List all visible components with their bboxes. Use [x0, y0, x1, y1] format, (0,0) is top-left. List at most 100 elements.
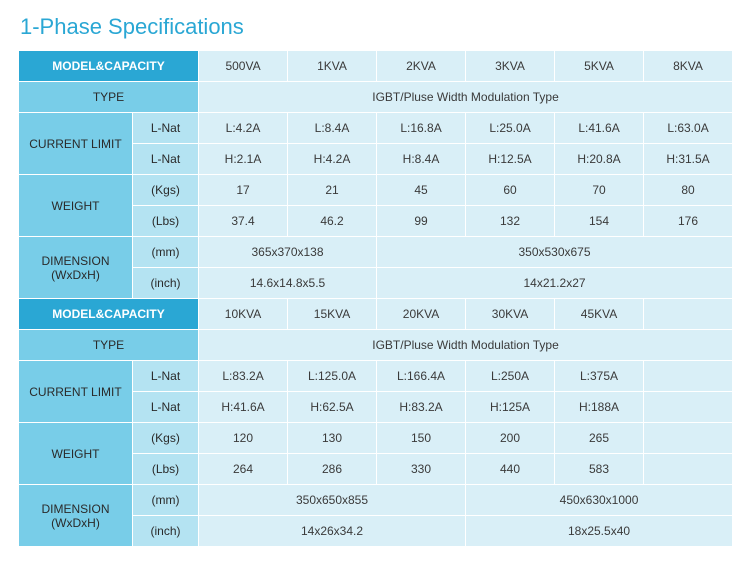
w-cell: 120 [199, 423, 288, 454]
cl-cell: H:62.5A [288, 392, 377, 423]
cap-cell: 5KVA [555, 51, 644, 82]
cap-cell: 8KVA [644, 51, 733, 82]
w-cell: 17 [199, 175, 288, 206]
hdr-model-capacity: MODEL&CAPACITY [19, 299, 199, 330]
w-cell: 60 [466, 175, 555, 206]
w-cell: 21 [288, 175, 377, 206]
cap-cell: 20KVA [377, 299, 466, 330]
cl-cell: H:20.8A [555, 144, 644, 175]
dim-cell: 350x530x675 [377, 237, 733, 268]
sub-lbs: (Lbs) [133, 206, 199, 237]
cl-cell: L:375A [555, 361, 644, 392]
w-cell: 286 [288, 454, 377, 485]
cl-cell: H:12.5A [466, 144, 555, 175]
w-cell: 37.4 [199, 206, 288, 237]
row-type-bot: TYPE IGBT/Pluse Width Modulation Type [19, 330, 733, 361]
cl-cell: L:16.8A [377, 113, 466, 144]
w-cell: 70 [555, 175, 644, 206]
row-current-l-top: CURRENT LIMIT L-Nat L:4.2A L:8.4A L:16.8… [19, 113, 733, 144]
hdr-current-limit: CURRENT LIMIT [19, 113, 133, 175]
cl-cell: L:125.0A [288, 361, 377, 392]
sub-kgs: (Kgs) [133, 423, 199, 454]
cap-cell: 500VA [199, 51, 288, 82]
w-cell: 264 [199, 454, 288, 485]
w-cell: 200 [466, 423, 555, 454]
page-title: 1-Phase Specifications [20, 14, 732, 40]
w-cell: 176 [644, 206, 733, 237]
cap-cell: 10KVA [199, 299, 288, 330]
w-cell: 154 [555, 206, 644, 237]
w-cell: 99 [377, 206, 466, 237]
hdr-weight: WEIGHT [19, 175, 133, 237]
spec-table: MODEL&CAPACITY 500VA 1KVA 2KVA 3KVA 5KVA… [18, 50, 733, 547]
cap-cell: 1KVA [288, 51, 377, 82]
cl-cell: H:8.4A [377, 144, 466, 175]
sub-mm: (mm) [133, 485, 199, 516]
cl-cell: L:63.0A [644, 113, 733, 144]
dim-cell: 350x650x855 [199, 485, 466, 516]
sub-lnat: L-Nat [133, 361, 199, 392]
dim-cell: 450x630x1000 [466, 485, 733, 516]
cap-cell: 3KVA [466, 51, 555, 82]
hdr-dimension: DIMENSION (WxDxH) [19, 485, 133, 547]
type-text: IGBT/Pluse Width Modulation Type [199, 82, 733, 113]
w-cell: 130 [288, 423, 377, 454]
w-cell: 46.2 [288, 206, 377, 237]
hdr-model-capacity: MODEL&CAPACITY [19, 51, 199, 82]
cl-cell [644, 392, 733, 423]
w-cell: 80 [644, 175, 733, 206]
dim-cell: 18x25.5x40 [466, 516, 733, 547]
cl-cell: H:31.5A [644, 144, 733, 175]
row-dim-mm-top: DIMENSION (WxDxH) (mm) 365x370x138 350x5… [19, 237, 733, 268]
sub-lnat: L-Nat [133, 392, 199, 423]
cap-cell: 45KVA [555, 299, 644, 330]
sub-lnat: L-Nat [133, 144, 199, 175]
hdr-type: TYPE [19, 82, 199, 113]
sub-inch: (inch) [133, 516, 199, 547]
sub-inch: (inch) [133, 268, 199, 299]
cl-cell: H:41.6A [199, 392, 288, 423]
cl-cell: L:8.4A [288, 113, 377, 144]
sub-kgs: (Kgs) [133, 175, 199, 206]
cl-cell: L:250A [466, 361, 555, 392]
w-cell: 45 [377, 175, 466, 206]
cap-cell: 15KVA [288, 299, 377, 330]
cl-cell: H:4.2A [288, 144, 377, 175]
cap-cell [644, 299, 733, 330]
hdr-type: TYPE [19, 330, 199, 361]
hdr-current-limit: CURRENT LIMIT [19, 361, 133, 423]
hdr-dimension: DIMENSION (WxDxH) [19, 237, 133, 299]
row-weight-kgs-top: WEIGHT (Kgs) 17 21 45 60 70 80 [19, 175, 733, 206]
cl-cell: L:25.0A [466, 113, 555, 144]
cl-cell: H:188A [555, 392, 644, 423]
w-cell: 265 [555, 423, 644, 454]
cap-cell: 30KVA [466, 299, 555, 330]
w-cell: 132 [466, 206, 555, 237]
dim-cell: 14x26x34.2 [199, 516, 466, 547]
cl-cell: L:83.2A [199, 361, 288, 392]
sub-mm: (mm) [133, 237, 199, 268]
cl-cell: H:125A [466, 392, 555, 423]
cl-cell: L:4.2A [199, 113, 288, 144]
sub-lbs: (Lbs) [133, 454, 199, 485]
cl-cell: L:166.4A [377, 361, 466, 392]
row-model-capacity-bot: MODEL&CAPACITY 10KVA 15KVA 20KVA 30KVA 4… [19, 299, 733, 330]
hdr-weight: WEIGHT [19, 423, 133, 485]
row-dim-mm-bot: DIMENSION (WxDxH) (mm) 350x650x855 450x6… [19, 485, 733, 516]
sub-lnat: L-Nat [133, 113, 199, 144]
dim-cell: 14.6x14.8x5.5 [199, 268, 377, 299]
cl-cell: H:2.1A [199, 144, 288, 175]
w-cell: 330 [377, 454, 466, 485]
row-type-top: TYPE IGBT/Pluse Width Modulation Type [19, 82, 733, 113]
dim-cell: 365x370x138 [199, 237, 377, 268]
cl-cell: L:41.6A [555, 113, 644, 144]
row-model-capacity-top: MODEL&CAPACITY 500VA 1KVA 2KVA 3KVA 5KVA… [19, 51, 733, 82]
cap-cell: 2KVA [377, 51, 466, 82]
w-cell: 150 [377, 423, 466, 454]
w-cell [644, 454, 733, 485]
cl-cell [644, 361, 733, 392]
w-cell [644, 423, 733, 454]
type-text: IGBT/Pluse Width Modulation Type [199, 330, 733, 361]
cl-cell: H:83.2A [377, 392, 466, 423]
row-current-l-bot: CURRENT LIMIT L-Nat L:83.2A L:125.0A L:1… [19, 361, 733, 392]
